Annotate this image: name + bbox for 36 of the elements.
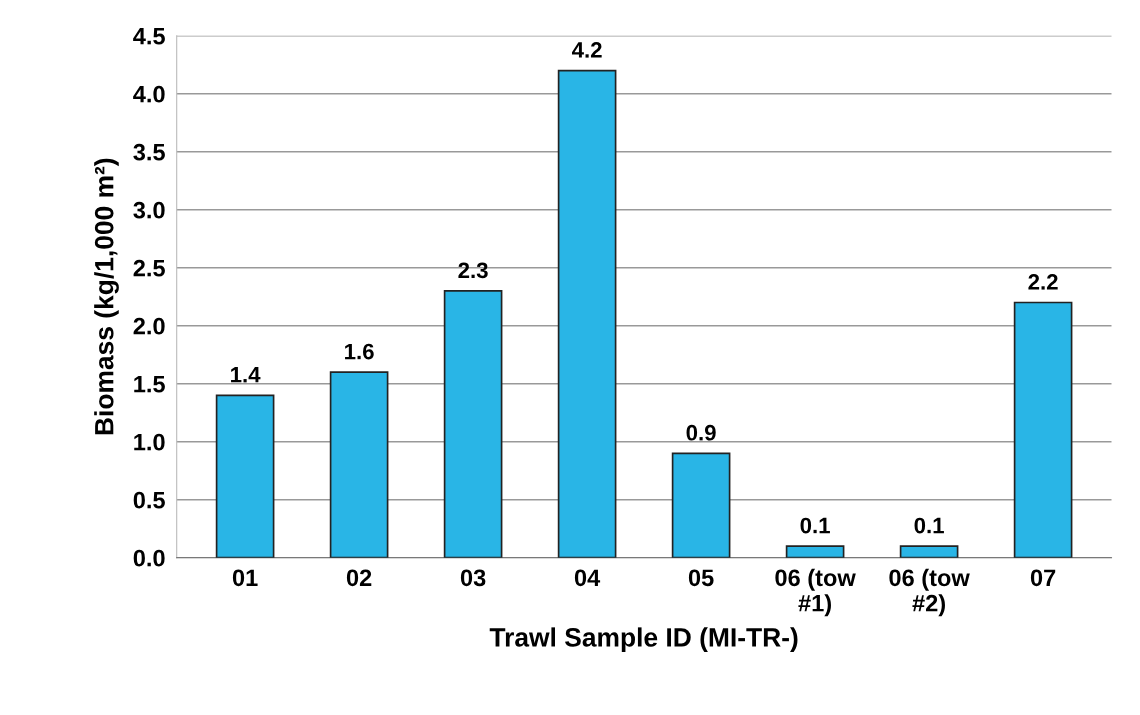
x-tick-label: 03 bbox=[460, 569, 486, 587]
y-tick-label: 4.0 bbox=[133, 85, 165, 103]
bar bbox=[899, 545, 959, 558]
x-tick-label: 05 bbox=[688, 569, 714, 587]
y-tick-label: 2.0 bbox=[133, 317, 165, 335]
x-axis-title: Trawl Sample ID (MI-TR-) bbox=[489, 627, 798, 652]
y-axis-title: Biomass (kg/1,000 m²) bbox=[94, 158, 119, 435]
y-tick-label: 1.0 bbox=[134, 433, 165, 451]
data-label: 4.2 bbox=[571, 42, 602, 58]
data-label: 0.1 bbox=[800, 517, 830, 534]
y-tick-label: 0.5 bbox=[133, 491, 165, 509]
y-tick-label: 0.0 bbox=[133, 549, 165, 567]
x-tick-label: 01 bbox=[232, 569, 258, 587]
data-label: 0.9 bbox=[686, 424, 716, 441]
data-label: 1.6 bbox=[345, 343, 374, 360]
x-tick-label: 04 bbox=[574, 569, 601, 587]
y-tick-label: 3.5 bbox=[133, 143, 165, 161]
bar bbox=[1013, 301, 1073, 558]
bar bbox=[785, 545, 845, 558]
data-label: 2.2 bbox=[1028, 274, 1058, 290]
y-tick-label: 2.5 bbox=[133, 259, 165, 277]
x-tick-label: 06 (tow #2) bbox=[889, 568, 970, 617]
y-tick-label: 1.5 bbox=[134, 376, 165, 393]
bar bbox=[329, 371, 389, 558]
bar bbox=[671, 452, 731, 558]
data-label: 2.3 bbox=[458, 262, 488, 279]
y-tick-label: 4.5 bbox=[133, 28, 165, 45]
x-tick-label: 02 bbox=[346, 569, 372, 587]
bar bbox=[557, 69, 617, 558]
x-tick-label: 06 (tow #1) bbox=[775, 568, 856, 617]
data-label: 0.1 bbox=[914, 517, 944, 534]
bar bbox=[215, 394, 275, 558]
data-label: 1.4 bbox=[231, 367, 261, 383]
bar bbox=[443, 290, 503, 558]
y-tick-label: 3.0 bbox=[133, 201, 165, 219]
x-tick-label: 07 bbox=[1030, 569, 1056, 587]
